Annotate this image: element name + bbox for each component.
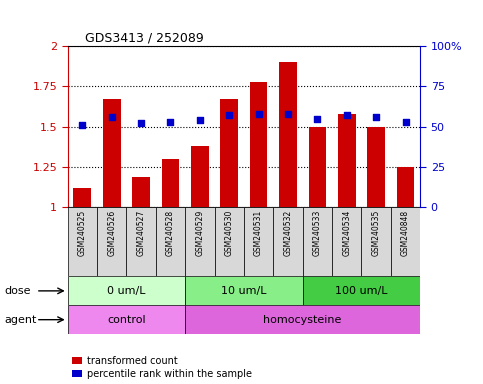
Text: agent: agent (5, 314, 37, 325)
Bar (338, 114, 355, 207)
Point (226, 113, 233, 119)
Text: GSM240525: GSM240525 (78, 209, 87, 256)
Bar (97, 207, 127, 276)
Legend: transformed count, percentile rank within the sample: transformed count, percentile rank withi… (72, 356, 252, 379)
Point (108, 114, 115, 120)
Bar (127, 207, 156, 276)
Text: GSM240529: GSM240529 (195, 209, 204, 256)
Point (196, 117, 204, 123)
Point (137, 121, 145, 127)
Bar (68, 305, 185, 334)
Text: 10 um/L: 10 um/L (221, 286, 267, 296)
Point (78, 122, 86, 128)
Bar (185, 305, 420, 334)
Bar (132, 177, 150, 207)
Point (167, 119, 174, 125)
Text: GSM240530: GSM240530 (225, 209, 234, 256)
Point (255, 111, 262, 117)
Bar (156, 207, 185, 276)
Text: GSM240527: GSM240527 (137, 209, 145, 256)
Point (284, 111, 292, 117)
Point (313, 116, 321, 122)
Bar (303, 276, 420, 305)
Text: 100 um/L: 100 um/L (335, 286, 388, 296)
Bar (397, 167, 414, 207)
Text: GSM240533: GSM240533 (313, 209, 322, 256)
Bar (220, 99, 238, 207)
Bar (68, 207, 97, 276)
Text: GDS3413 / 252089: GDS3413 / 252089 (85, 32, 204, 45)
Bar (244, 207, 273, 276)
Text: GSM240535: GSM240535 (371, 209, 381, 256)
Bar (361, 207, 391, 276)
Bar (391, 207, 420, 276)
Bar (309, 127, 326, 207)
Bar (367, 127, 385, 207)
Bar (191, 146, 209, 207)
Bar (214, 207, 244, 276)
Bar (68, 276, 185, 305)
Text: GSM240532: GSM240532 (284, 209, 293, 256)
Text: GSM240526: GSM240526 (107, 209, 116, 256)
Text: GSM240534: GSM240534 (342, 209, 351, 256)
Point (343, 113, 351, 119)
Text: 0 um/L: 0 um/L (107, 286, 146, 296)
Bar (250, 81, 268, 207)
Text: control: control (107, 314, 146, 325)
Text: dose: dose (5, 286, 31, 296)
Bar (273, 207, 303, 276)
Point (402, 119, 410, 125)
Text: homocysteine: homocysteine (264, 314, 342, 325)
Text: GSM240848: GSM240848 (401, 209, 410, 256)
Bar (162, 159, 179, 207)
Bar (185, 207, 214, 276)
Text: GSM240528: GSM240528 (166, 209, 175, 256)
Bar (185, 276, 303, 305)
Point (372, 114, 380, 120)
Bar (73, 188, 91, 207)
Text: GSM240531: GSM240531 (254, 209, 263, 256)
Bar (279, 62, 297, 207)
Bar (303, 207, 332, 276)
Bar (103, 99, 120, 207)
Bar (332, 207, 361, 276)
